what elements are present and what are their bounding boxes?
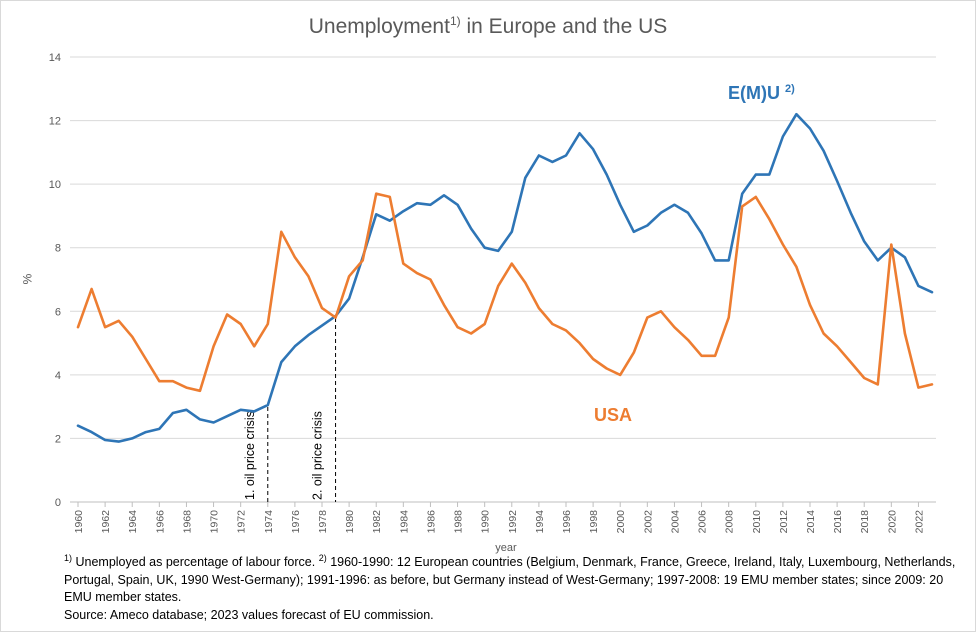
x-tick-label: 2022 bbox=[913, 510, 925, 534]
x-tick-label: 2006 bbox=[697, 510, 709, 534]
x-tick-label: 1964 bbox=[127, 510, 139, 534]
x-tick-label: 1988 bbox=[453, 510, 465, 534]
footnote-text-1: Unemployed as percentage of labour force… bbox=[72, 555, 319, 569]
title-footnote-marker: 1) bbox=[449, 14, 461, 28]
series-label-emu-sup: 2) bbox=[785, 83, 795, 95]
x-axis-label: year bbox=[495, 542, 517, 554]
x-tick-label: 1962 bbox=[100, 510, 112, 534]
source-note: Source: Ameco database; 2023 values fore… bbox=[64, 607, 434, 622]
y-tick-label: 6 bbox=[55, 306, 61, 318]
x-tick-label: 1986 bbox=[425, 510, 437, 534]
x-tick-label: 1978 bbox=[317, 510, 329, 534]
y-tick-label: 4 bbox=[55, 370, 61, 382]
x-tick-label: 1974 bbox=[263, 510, 275, 534]
footnote: 1) Unemployed as percentage of labour fo… bbox=[64, 552, 964, 624]
y-axis-label: % bbox=[20, 273, 35, 285]
x-tick-label: 1996 bbox=[561, 510, 573, 534]
footnote-text-2: 1960-1990: 12 European countries (Belgiu… bbox=[64, 555, 956, 604]
series-label-emu: E(M)U 2) bbox=[728, 83, 795, 104]
x-tick-label: 1992 bbox=[507, 510, 519, 534]
x-tick-label: 1982 bbox=[371, 510, 383, 534]
x-tick-label: 1970 bbox=[209, 510, 221, 534]
x-tick-label: 1984 bbox=[398, 510, 410, 534]
x-tick-label: 2004 bbox=[669, 510, 681, 534]
y-tick-label: 0 bbox=[55, 497, 61, 509]
x-tick-label: 1980 bbox=[344, 510, 356, 534]
x-tick-label: 1968 bbox=[181, 510, 193, 534]
emu-series-line bbox=[76, 112, 934, 443]
oil-crisis-label-1: 1. oil price crisis bbox=[243, 411, 257, 500]
y-tick-label: 14 bbox=[49, 52, 61, 64]
x-tick-label: 2018 bbox=[859, 510, 871, 534]
y-tick-label: 10 bbox=[49, 179, 61, 191]
y-tick-label: 8 bbox=[55, 243, 61, 255]
y-tick-label: 2 bbox=[55, 433, 61, 445]
x-tick-label: 2016 bbox=[832, 510, 844, 534]
x-tick-label: 2014 bbox=[805, 510, 817, 534]
footnote-marker-1: 1) bbox=[64, 552, 73, 563]
x-tick-label: 1990 bbox=[480, 510, 492, 534]
x-tick-label: 2020 bbox=[886, 510, 898, 534]
usa-series-line bbox=[76, 192, 934, 393]
x-tick-label: 2010 bbox=[751, 510, 763, 534]
oil-crisis-label-2: 2. oil price crisis bbox=[311, 411, 325, 500]
y-tick-label: 12 bbox=[49, 116, 61, 128]
x-tick-label: 2008 bbox=[724, 510, 736, 534]
x-tick-label: 1972 bbox=[236, 510, 248, 534]
series-label-emu-text: E(M)U bbox=[728, 83, 780, 103]
x-tick-label: 1966 bbox=[154, 510, 166, 534]
x-tick-label: 2002 bbox=[642, 510, 654, 534]
x-tick-label: 1994 bbox=[534, 510, 546, 534]
title-rest: in Europe and the US bbox=[460, 15, 668, 38]
x-tick-label: 1976 bbox=[290, 510, 302, 534]
series-label-usa: USA bbox=[594, 405, 633, 425]
x-tick-label: 1960 bbox=[73, 510, 85, 534]
x-tick-label: 2000 bbox=[615, 510, 627, 534]
footnote-marker-2: 2) bbox=[318, 552, 327, 563]
x-tick-label: 1998 bbox=[588, 510, 600, 534]
chart-title: Unemployment1) in Europe and the US bbox=[0, 14, 976, 39]
y-axis-label-wrap: % bbox=[20, 272, 42, 292]
x-tick-label: 2012 bbox=[778, 510, 790, 534]
title-main: Unemployment bbox=[308, 15, 450, 38]
